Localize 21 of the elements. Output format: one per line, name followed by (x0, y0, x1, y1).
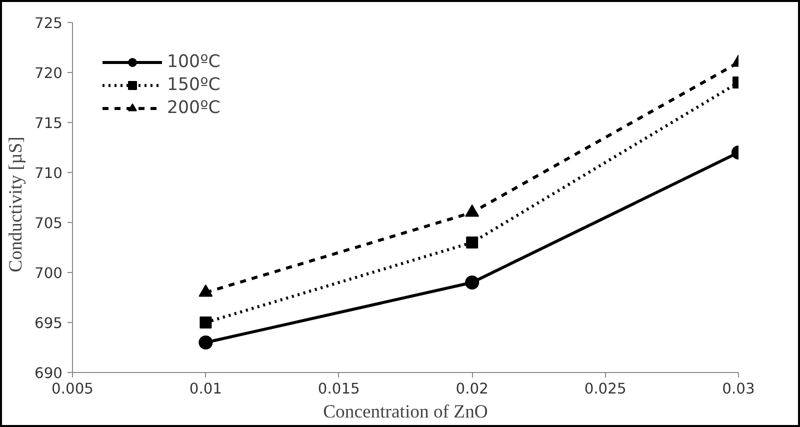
y-tick-label: 695 (34, 315, 63, 332)
legend-label: 200ºC (167, 98, 220, 118)
x-tick-label: 0.01 (189, 380, 222, 398)
x-tick-label: 0.02 (456, 380, 488, 398)
y-tick-label: 700 (34, 265, 63, 282)
y-tick-label: 725 (34, 15, 63, 32)
x-tick-label: 0.03 (722, 380, 755, 398)
x-tick-label: 0.015 (318, 380, 360, 398)
y-tick-label: 690 (34, 365, 63, 382)
y-tick-label: 705 (34, 215, 63, 232)
point (200, 316, 212, 328)
y-axis-title: Conductivity [µS] (6, 136, 27, 272)
point (198, 336, 213, 350)
y-tick-label: 715 (34, 115, 63, 132)
x-tick-label: 0.005 (52, 380, 94, 398)
x-tick-label: 0.025 (584, 380, 626, 398)
y-tick-label: 720 (34, 65, 63, 82)
legend-label: 150ºC (167, 75, 220, 95)
legend-label: 100ºC (167, 52, 220, 72)
x-axis-title: Concentration of ZnO (323, 402, 488, 422)
y-tick-label: 710 (34, 165, 63, 182)
